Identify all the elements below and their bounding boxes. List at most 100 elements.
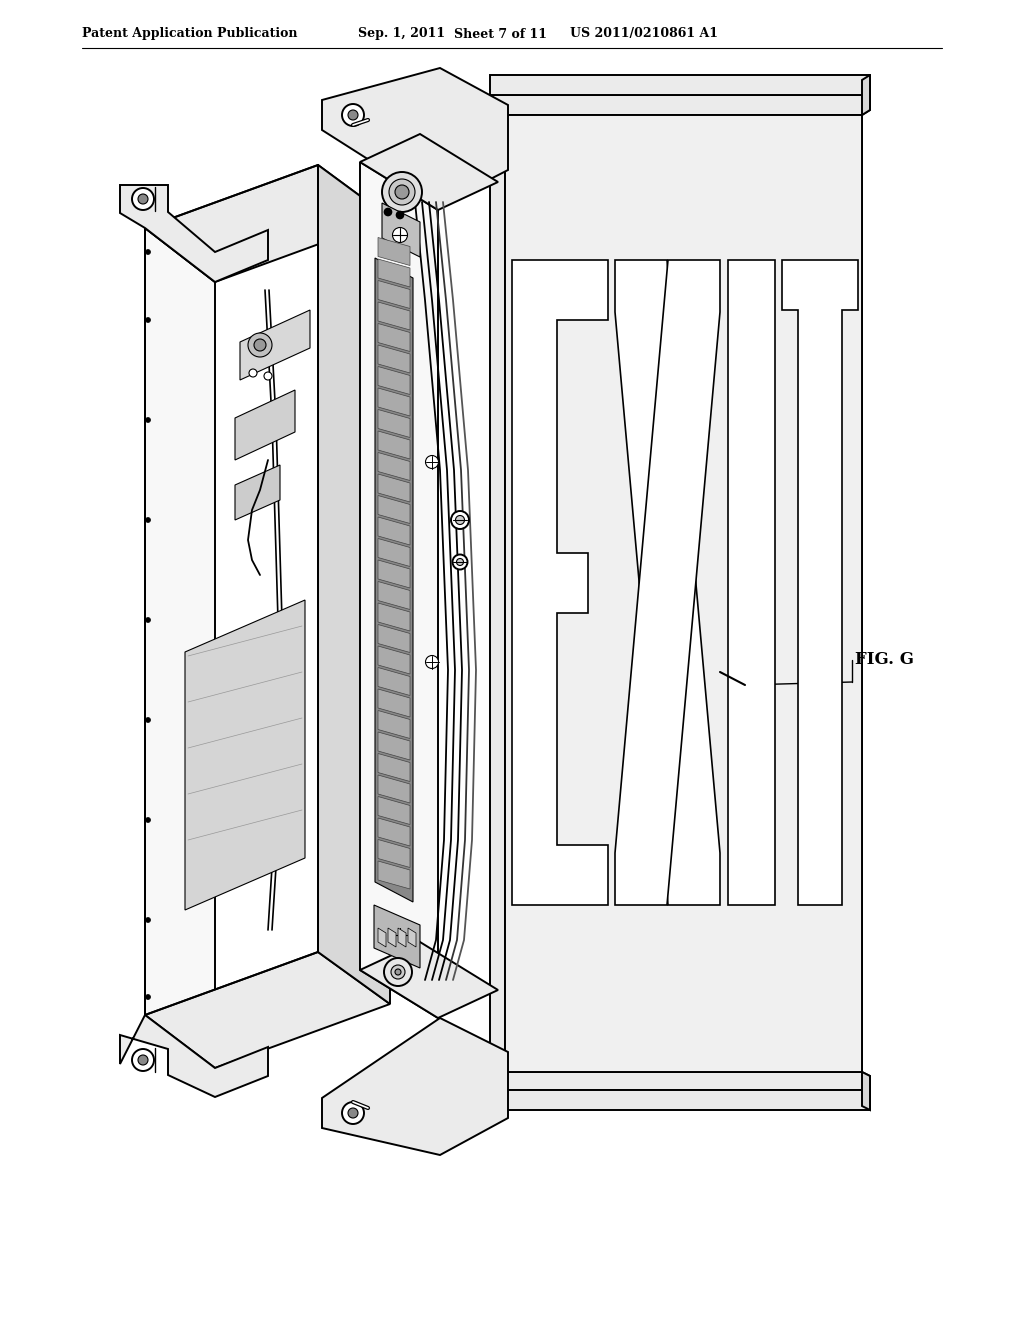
Polygon shape (378, 668, 410, 696)
Circle shape (145, 318, 151, 322)
Polygon shape (378, 517, 410, 545)
Circle shape (145, 917, 151, 923)
Polygon shape (360, 135, 498, 210)
Circle shape (456, 516, 465, 524)
Polygon shape (398, 928, 406, 946)
Circle shape (392, 227, 408, 243)
Polygon shape (378, 840, 410, 867)
Polygon shape (240, 310, 310, 380)
Polygon shape (378, 432, 410, 459)
Circle shape (145, 994, 151, 999)
Polygon shape (378, 388, 410, 416)
Polygon shape (382, 203, 420, 257)
Circle shape (382, 172, 422, 213)
Circle shape (391, 965, 406, 979)
Polygon shape (862, 1072, 870, 1110)
Polygon shape (234, 465, 280, 520)
Polygon shape (378, 259, 410, 286)
Polygon shape (145, 228, 215, 1068)
Polygon shape (505, 115, 862, 1072)
Circle shape (138, 194, 148, 205)
Polygon shape (378, 281, 410, 309)
Polygon shape (615, 260, 720, 906)
Text: Sep. 1, 2011: Sep. 1, 2011 (358, 28, 445, 41)
Polygon shape (490, 110, 505, 1072)
Polygon shape (318, 165, 390, 1005)
Polygon shape (378, 928, 386, 946)
Polygon shape (360, 942, 498, 1018)
Polygon shape (378, 238, 410, 265)
Polygon shape (378, 775, 410, 803)
Circle shape (426, 455, 438, 469)
Polygon shape (120, 185, 268, 282)
Polygon shape (388, 928, 396, 946)
Circle shape (395, 185, 409, 199)
Polygon shape (378, 302, 410, 330)
Circle shape (392, 928, 408, 942)
Text: Sheet 7 of 11: Sheet 7 of 11 (454, 28, 547, 41)
Polygon shape (378, 796, 410, 825)
Polygon shape (378, 861, 410, 888)
Circle shape (145, 718, 151, 722)
Circle shape (453, 554, 468, 569)
Circle shape (132, 1049, 154, 1071)
Polygon shape (378, 754, 410, 781)
Text: US 2011/0210861 A1: US 2011/0210861 A1 (570, 28, 718, 41)
Circle shape (145, 417, 151, 422)
Polygon shape (145, 952, 390, 1068)
Polygon shape (408, 928, 416, 946)
Circle shape (138, 1055, 148, 1065)
Circle shape (384, 958, 412, 986)
Polygon shape (322, 1018, 508, 1155)
Polygon shape (615, 260, 720, 906)
Polygon shape (374, 906, 420, 968)
Circle shape (145, 517, 151, 523)
Polygon shape (782, 260, 858, 906)
Polygon shape (378, 409, 410, 437)
Circle shape (426, 656, 438, 668)
Polygon shape (185, 601, 305, 909)
Polygon shape (378, 539, 410, 566)
Circle shape (264, 372, 272, 380)
Polygon shape (490, 75, 870, 95)
Circle shape (342, 104, 364, 125)
Circle shape (451, 511, 469, 529)
Polygon shape (360, 162, 438, 1018)
Circle shape (145, 817, 151, 822)
Polygon shape (378, 367, 410, 395)
Text: FIG. G: FIG. G (855, 652, 914, 668)
Polygon shape (862, 75, 870, 115)
Circle shape (348, 1107, 358, 1118)
Polygon shape (375, 257, 413, 902)
Polygon shape (490, 1068, 870, 1090)
Polygon shape (322, 69, 508, 205)
Circle shape (384, 209, 391, 215)
Circle shape (248, 333, 272, 356)
Polygon shape (378, 645, 410, 675)
Circle shape (254, 339, 266, 351)
Circle shape (396, 211, 403, 219)
Circle shape (457, 558, 464, 565)
Polygon shape (490, 1090, 870, 1110)
Polygon shape (378, 818, 410, 846)
Polygon shape (378, 345, 410, 374)
Polygon shape (378, 474, 410, 502)
Polygon shape (378, 689, 410, 717)
Polygon shape (145, 165, 390, 282)
Polygon shape (378, 323, 410, 351)
Polygon shape (378, 582, 410, 610)
Polygon shape (234, 389, 295, 459)
Polygon shape (378, 733, 410, 760)
Polygon shape (378, 624, 410, 652)
Circle shape (395, 969, 401, 975)
Circle shape (132, 187, 154, 210)
Polygon shape (505, 115, 862, 1072)
Polygon shape (120, 1015, 268, 1097)
Circle shape (389, 180, 415, 205)
Circle shape (145, 618, 151, 623)
Polygon shape (512, 260, 608, 906)
Circle shape (249, 370, 257, 378)
Circle shape (342, 1102, 364, 1125)
Polygon shape (378, 453, 410, 480)
Circle shape (348, 110, 358, 120)
